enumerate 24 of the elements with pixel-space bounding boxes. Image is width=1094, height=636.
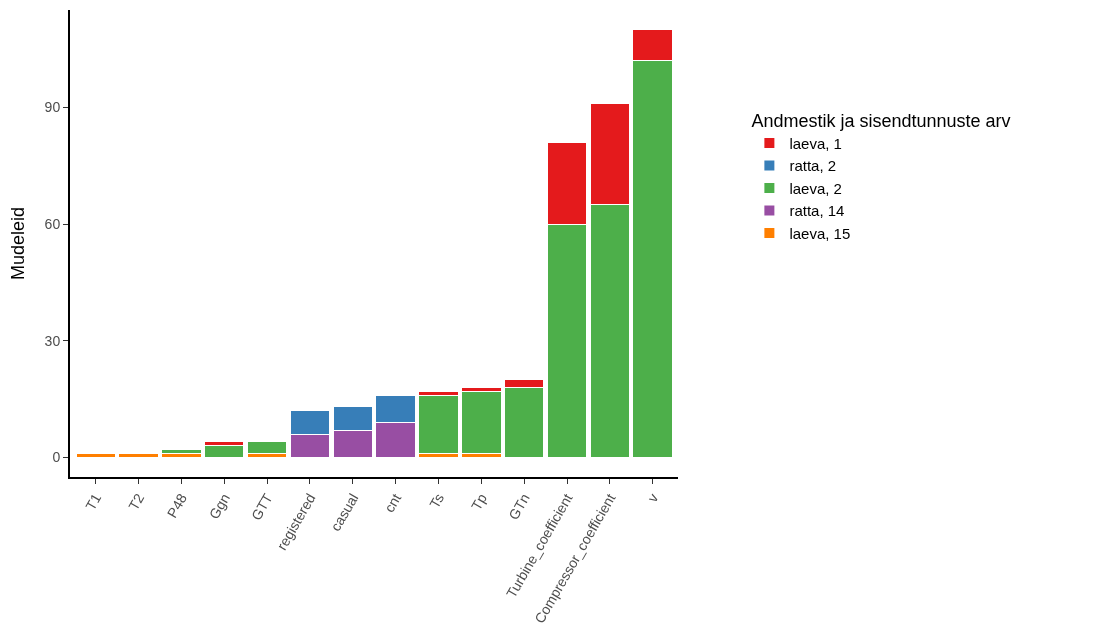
x-tick-label: T1 (82, 490, 105, 513)
bar (161, 449, 202, 455)
y-tick-label: 60 (44, 215, 61, 232)
bar (418, 394, 459, 455)
y-tick-label: 0 (52, 449, 61, 466)
bar (246, 441, 288, 455)
x-tick-label: v (643, 490, 662, 505)
y-tick-label: 90 (44, 99, 61, 116)
legend-title: Andmestik ja sisendtunnuste arv (751, 110, 1011, 131)
legend-label: laeva, 15 (789, 224, 851, 242)
x-tick-label: cnt (381, 490, 405, 515)
bar (461, 390, 502, 455)
legend-label: ratta, 14 (789, 202, 845, 220)
y-axis-title: Mudeleid (8, 206, 29, 281)
x-tick-label: Tp (467, 490, 491, 513)
x-tick-label: Ggn (205, 490, 233, 522)
legend-label: laeva, 1 (789, 134, 842, 152)
x-tick-label: T2 (125, 490, 148, 513)
bar (75, 453, 116, 459)
x-tick-label: Ts (426, 490, 448, 511)
bar (118, 453, 159, 459)
y-tick-label: 30 (44, 332, 61, 349)
legend-label: laeva, 2 (789, 179, 842, 197)
legend-label: ratta, 2 (789, 157, 837, 175)
